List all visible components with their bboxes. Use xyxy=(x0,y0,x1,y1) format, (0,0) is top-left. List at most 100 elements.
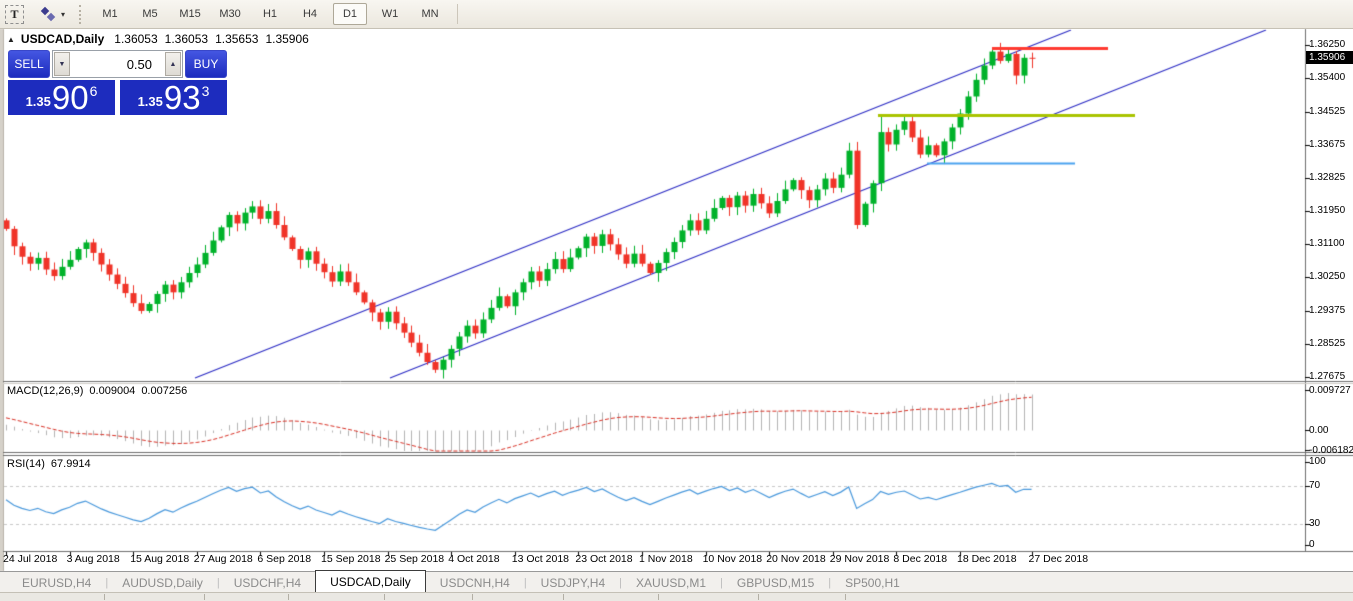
rsi-axis-label: 70 xyxy=(1309,479,1321,491)
date-axis-label: 18 Dec 2018 xyxy=(957,553,1017,565)
date-axis-label: 3 Aug 2018 xyxy=(66,553,120,565)
price-axis-label: 1.32825 xyxy=(1309,171,1346,183)
chart-tab-sp500-h1[interactable]: SP500,H1 xyxy=(845,576,900,590)
date-axis-label: 15 Aug 2018 xyxy=(130,553,190,565)
date-axis-label: 27 Aug 2018 xyxy=(193,553,253,565)
rsi-axis-label: 100 xyxy=(1309,456,1326,467)
rsi-label: RSI(14) 67.9914 xyxy=(7,458,91,470)
date-axis-label: 15 Sep 2018 xyxy=(321,553,381,565)
price-axis-label: 1.31950 xyxy=(1309,205,1346,217)
chart-title: ▲ USDCAD,Daily 1.36053 1.36053 1.35653 1… xyxy=(7,32,316,46)
chart-tab-usdcad-daily[interactable]: USDCAD,Daily xyxy=(315,570,426,593)
buy-price-display[interactable]: 1.35 93 3 xyxy=(120,80,227,115)
chevron-down-icon[interactable]: ▾ xyxy=(61,9,66,19)
price-axis-label: 1.33675 xyxy=(1309,138,1346,150)
diamond-arrows-icon xyxy=(40,6,56,22)
rsi-axis-label: 0 xyxy=(1309,539,1315,550)
chart-tab-audusd-daily[interactable]: AUDUSD,Daily xyxy=(122,576,203,590)
price-axis-label: 1.29375 xyxy=(1309,305,1346,317)
status-separator xyxy=(472,594,473,600)
macd-axis-label: 0.00 xyxy=(1309,425,1329,436)
buy-price-big: 93 xyxy=(163,79,201,117)
tab-separator: | xyxy=(216,576,220,589)
chart-tab-bar: EURUSD,H4 | AUDUSD,Daily | USDCHF,H4 USDCAD,D… xyxy=(0,570,1353,593)
ohlc-open: 1.36053 xyxy=(114,32,158,46)
tab-separator: | xyxy=(619,576,623,589)
date-axis-label: 8 Dec 2018 xyxy=(893,553,948,565)
status-separator xyxy=(288,594,289,600)
macd-axis-label: -0.006182 xyxy=(1309,445,1353,456)
date-axis-label: 10 Nov 2018 xyxy=(702,553,763,565)
status-bar xyxy=(0,592,1353,601)
price-axis-label: 1.30250 xyxy=(1309,271,1346,283)
timeframe-button-m1[interactable]: M1 xyxy=(102,8,118,20)
volume-input[interactable]: 0.50 xyxy=(126,56,152,72)
chart-tab-usdchf-h4[interactable]: USDCHF,H4 xyxy=(233,576,302,590)
timeframe-toolbar: M1 M5 M15 M30 H1 H4 D1 W1 MN xyxy=(90,3,450,25)
date-axis-label: 23 Oct 2018 xyxy=(575,553,633,565)
ohlc-low: 1.35653 xyxy=(215,32,259,46)
sell-price-prefix: 1.35 xyxy=(25,94,51,109)
timeframe-button-mn[interactable]: MN xyxy=(421,8,439,20)
tab-separator: | xyxy=(523,576,527,589)
macd-label: MACD(12,26,9) 0.009004 0.007256 xyxy=(7,385,188,397)
status-separator xyxy=(204,594,205,600)
tab-separator: | xyxy=(828,576,832,589)
price-axis-label: 1.34525 xyxy=(1309,105,1346,117)
status-separator xyxy=(845,594,846,600)
price-axis-label: 1.27675 xyxy=(1309,370,1346,382)
timeframe-button-d1[interactable]: D1 xyxy=(333,3,368,25)
sell-price-big: 90 xyxy=(51,79,89,117)
tab-separator: | xyxy=(720,576,723,589)
chart-tab-gbpusd-m15[interactable]: GBPUSD,M15 xyxy=(736,576,815,590)
timeframe-button-h4[interactable]: H4 xyxy=(302,8,318,20)
date-axis-label: 20 Nov 2018 xyxy=(766,553,826,565)
rsi-axis-label: 30 xyxy=(1309,517,1321,529)
chart-tab-usdcnh-h4[interactable]: USDCNH,H4 xyxy=(439,576,510,590)
price-axis-label: 1.36250 xyxy=(1309,39,1346,50)
status-separator xyxy=(758,594,759,600)
status-separator xyxy=(658,594,659,600)
timeframe-button-m15[interactable]: M15 xyxy=(179,8,201,20)
timeframe-button-m30[interactable]: M30 xyxy=(219,8,241,20)
buy-button[interactable]: BUY xyxy=(185,50,227,78)
ohlc-close: 1.35906 xyxy=(265,32,309,46)
timeframe-button-w1[interactable]: W1 xyxy=(381,8,399,20)
arrow-objects-tool-button[interactable]: ▾ xyxy=(38,4,68,24)
volume-box: ▼ 0.50 ▲ xyxy=(52,50,183,78)
chart-tab-usdjpy-h4[interactable]: USDJPY,H4 xyxy=(540,576,606,590)
chart-tab-eurusd-h4[interactable]: EURUSD,H4 xyxy=(22,576,92,590)
buy-price-pip: 3 xyxy=(201,83,210,99)
text-label-tool-button[interactable]: T xyxy=(5,4,24,24)
price-axis-label: 1.31100 xyxy=(1309,238,1345,250)
date-axis-label: 1 Nov 2018 xyxy=(639,553,693,565)
macd-axis-label: 0.009727 xyxy=(1309,385,1351,396)
date-axis-label: 27 Dec 2018 xyxy=(1028,553,1089,565)
date-axis-label: 6 Sep 2018 xyxy=(257,553,312,565)
timeframe-button-m5[interactable]: M5 xyxy=(142,8,158,20)
date-axis-label: 29 Nov 2018 xyxy=(829,553,890,565)
toolbar-grip xyxy=(79,4,82,24)
sell-price-pip: 6 xyxy=(89,83,98,99)
date-axis-label: 4 Oct 2018 xyxy=(448,553,500,565)
volume-decrease-button[interactable]: ▼ xyxy=(54,52,70,76)
volume-increase-button[interactable]: ▲ xyxy=(165,52,181,76)
timeframe-button-h1[interactable]: H1 xyxy=(262,8,278,20)
current-price-tag: 1.35906 xyxy=(1306,51,1353,64)
price-axis-label: 1.35400 xyxy=(1309,71,1346,83)
date-axis-label: 25 Sep 2018 xyxy=(384,553,445,565)
date-axis-label: 24 Jul 2018 xyxy=(3,553,58,565)
chart-collapse-arrow[interactable]: ▲ xyxy=(7,34,15,44)
chart-tab-xauusd-m1[interactable]: XAUUSD,M1 xyxy=(636,576,707,590)
status-separator xyxy=(104,594,105,600)
ohlc-high: 1.36053 xyxy=(164,32,209,46)
sell-button[interactable]: SELL xyxy=(8,50,50,78)
status-separator xyxy=(563,594,564,600)
buy-price-prefix: 1.35 xyxy=(137,94,163,109)
sell-price-display[interactable]: 1.35 90 6 xyxy=(8,80,115,115)
price-axis-label: 1.28525 xyxy=(1309,338,1346,350)
date-axis-label: 13 Oct 2018 xyxy=(511,553,570,565)
status-separator xyxy=(384,594,385,600)
one-click-trading-panel: SELL ▼ 0.50 ▲ BUY 1.35 90 6 1.35 93 3 xyxy=(8,50,227,115)
